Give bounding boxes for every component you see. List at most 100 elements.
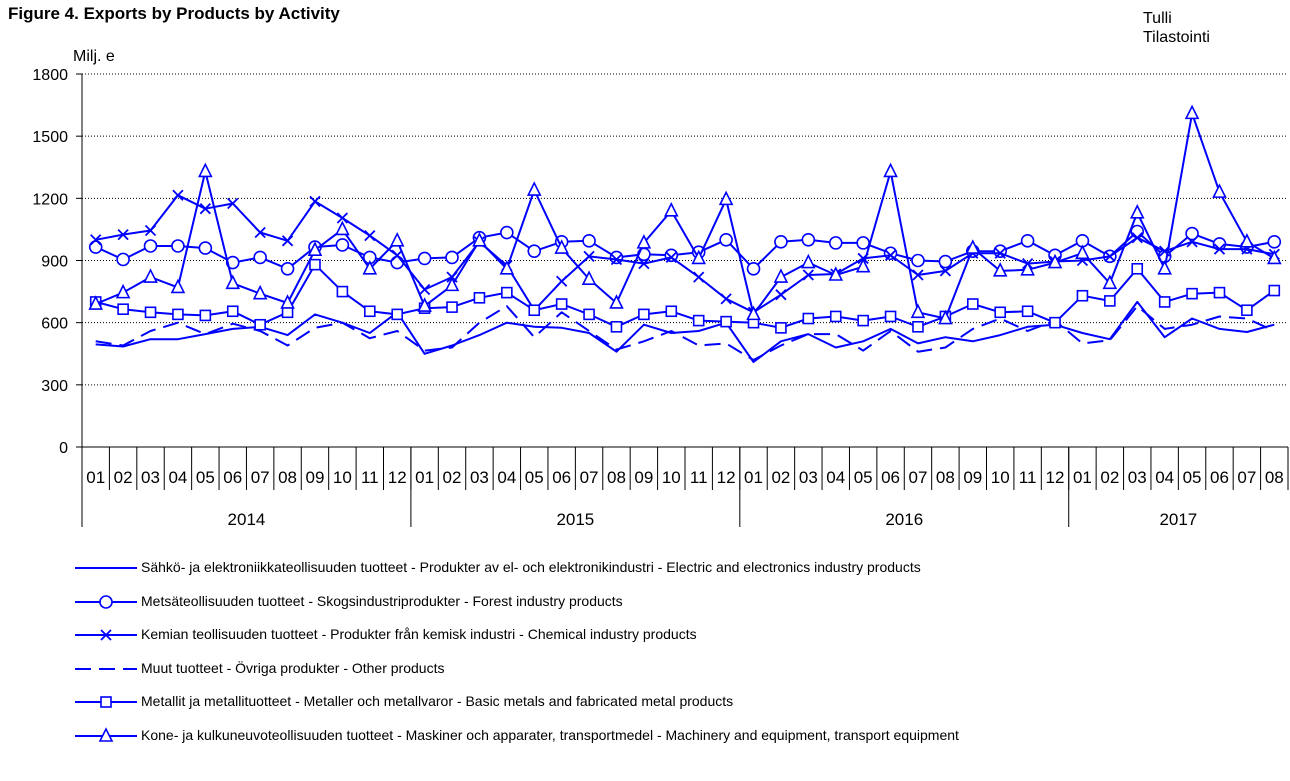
data-point bbox=[418, 283, 431, 296]
x-tick-label: 02 bbox=[114, 468, 133, 487]
data-point bbox=[144, 306, 157, 319]
x-tick-label: 11 bbox=[690, 468, 708, 487]
data-point bbox=[1267, 235, 1282, 249]
data-point bbox=[966, 298, 979, 310]
data-point bbox=[253, 250, 267, 265]
data-point bbox=[1241, 304, 1253, 317]
data-point bbox=[829, 310, 842, 323]
x-tick-label: 05 bbox=[525, 468, 544, 487]
data-point bbox=[1104, 295, 1116, 307]
x-tick-label: 01 bbox=[1073, 468, 1092, 487]
data-point bbox=[417, 251, 432, 266]
data-point bbox=[252, 284, 268, 300]
data-point bbox=[554, 239, 569, 254]
data-point bbox=[692, 314, 705, 327]
data-point bbox=[307, 241, 323, 256]
data-point bbox=[665, 251, 677, 264]
data-point bbox=[88, 295, 103, 310]
data-point bbox=[939, 265, 952, 277]
x-tick-label: 06 bbox=[552, 468, 571, 487]
data-point bbox=[773, 268, 789, 283]
data-point bbox=[117, 228, 129, 241]
chart-title: Figure 4. Exports by Products by Activit… bbox=[8, 4, 340, 23]
series-line bbox=[95, 300, 1275, 363]
data-point bbox=[143, 268, 158, 283]
x-tick-label: 08 bbox=[1265, 468, 1284, 487]
data-point bbox=[718, 190, 734, 206]
data-point bbox=[1239, 233, 1255, 248]
data-point bbox=[117, 303, 129, 315]
x-tick-label: 08 bbox=[607, 468, 626, 487]
x-tick-label: 04 bbox=[826, 468, 845, 487]
x-tick-label: 02 bbox=[771, 468, 790, 487]
year-label: 2014 bbox=[228, 510, 266, 529]
series-2 bbox=[88, 224, 1282, 276]
x-tick-label: 05 bbox=[854, 468, 873, 487]
legend-swatch bbox=[75, 567, 137, 569]
data-point bbox=[115, 283, 131, 299]
legend-label: Muut tuotteet - Övriga produkter - Other… bbox=[141, 659, 445, 676]
data-point bbox=[801, 232, 816, 247]
data-point bbox=[1185, 226, 1199, 241]
data-point bbox=[638, 308, 650, 321]
year-label: 2015 bbox=[556, 510, 594, 529]
data-point bbox=[1186, 287, 1198, 300]
data-point bbox=[98, 727, 114, 742]
data-point bbox=[583, 250, 595, 262]
x-tick-label: 08 bbox=[936, 468, 955, 487]
data-point bbox=[802, 269, 814, 281]
data-point bbox=[1076, 289, 1089, 302]
series-line bbox=[95, 194, 1275, 314]
x-tick-label: 08 bbox=[278, 468, 297, 487]
data-point bbox=[856, 236, 870, 250]
series-6 bbox=[88, 104, 1282, 325]
data-point bbox=[994, 247, 1006, 259]
data-point bbox=[335, 238, 350, 252]
data-point bbox=[1020, 234, 1035, 248]
data-point bbox=[884, 249, 897, 261]
data-point bbox=[172, 308, 184, 321]
data-point bbox=[1104, 250, 1116, 262]
data-point bbox=[720, 315, 732, 328]
x-tick-label: 11 bbox=[1019, 468, 1037, 487]
legend-label: Metallit ja metallituotteet - Metaller o… bbox=[141, 693, 734, 710]
data-point bbox=[857, 314, 869, 327]
data-point bbox=[254, 318, 266, 331]
data-point bbox=[199, 309, 212, 322]
data-point bbox=[198, 241, 213, 255]
data-point bbox=[1267, 249, 1282, 265]
legend-swatch bbox=[75, 629, 137, 641]
year-label: 2016 bbox=[885, 510, 923, 529]
data-point bbox=[636, 234, 652, 249]
legend-swatch bbox=[75, 696, 137, 709]
legend-swatch bbox=[75, 594, 137, 609]
x-tick-label: 01 bbox=[415, 468, 434, 487]
x-tick-label: 07 bbox=[580, 468, 599, 487]
data-point bbox=[1186, 236, 1198, 248]
data-point bbox=[883, 162, 898, 178]
data-point bbox=[609, 294, 624, 309]
data-point bbox=[309, 195, 321, 208]
data-point bbox=[1020, 261, 1035, 276]
data-point bbox=[582, 234, 596, 248]
data-point bbox=[746, 261, 761, 276]
data-point bbox=[911, 253, 925, 268]
x-tick-label: 03 bbox=[799, 468, 818, 487]
data-point bbox=[691, 249, 706, 265]
data-point bbox=[1047, 253, 1063, 269]
x-tick-label: 09 bbox=[306, 468, 325, 487]
y-axis-label: Milj. e bbox=[73, 48, 115, 65]
data-point bbox=[609, 250, 624, 265]
data-point bbox=[719, 232, 733, 247]
data-point bbox=[143, 239, 158, 253]
data-point bbox=[336, 285, 349, 298]
axes: 0 300 600 900 1200 1500 1800 01 02 03 04 05 06 07 08 09… bbox=[32, 67, 1289, 529]
x-tick-label: 07 bbox=[251, 468, 270, 487]
data-point bbox=[801, 253, 816, 269]
data-point bbox=[1213, 243, 1226, 255]
data-point bbox=[912, 321, 924, 333]
data-point bbox=[1049, 316, 1061, 329]
data-point bbox=[226, 305, 239, 318]
x-tick-label: 05 bbox=[1183, 468, 1202, 487]
